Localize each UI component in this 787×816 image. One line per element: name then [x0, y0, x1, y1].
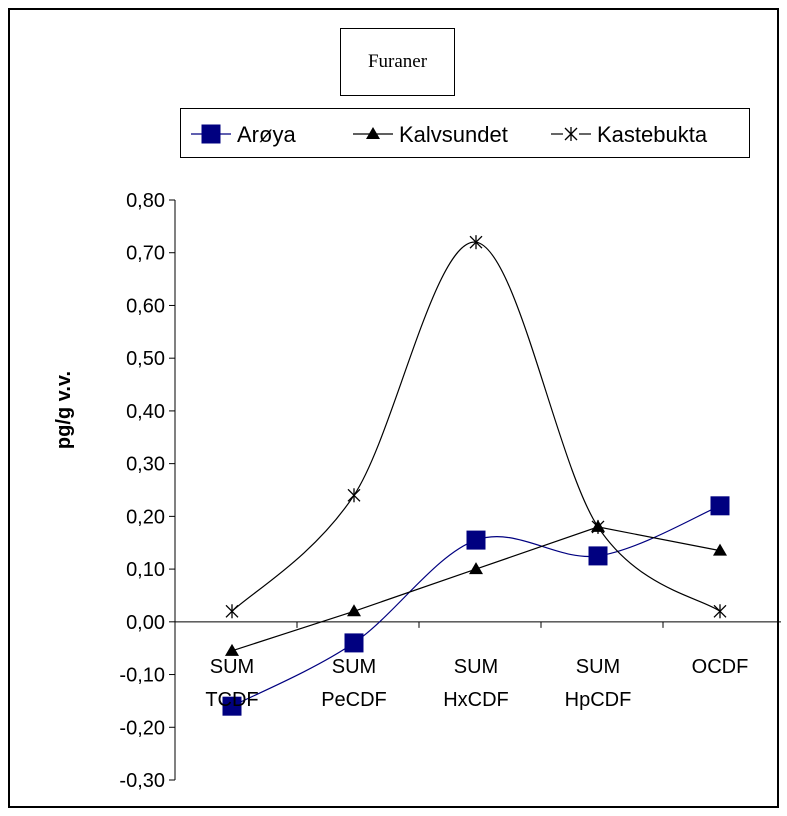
- data-point-ar-ya: [344, 633, 364, 653]
- data-point-kastebukta: [713, 604, 727, 619]
- data-point-kalvsundet: [225, 643, 239, 656]
- axis-labels: 0,80 0,70 0,60 0,50 0,40 0,30 0,20 0,10 0,00 -0,1…: [53, 190, 748, 792]
- chart-title: Furaner: [340, 28, 455, 96]
- legend-svg: Arøya Kalvsundet Kastebukta: [191, 122, 708, 147]
- y-tick-label: 0,10: [126, 559, 165, 581]
- y-tick-label: 0,60: [126, 295, 165, 317]
- legend-marker-ar-ya: [201, 124, 221, 144]
- data-point-kastebukta: [469, 235, 483, 250]
- y-axis-title: pg/g v.v.: [53, 371, 75, 449]
- legend-label-ar-ya: Arøya: [237, 122, 296, 147]
- x-tick-label: HxCDF: [443, 689, 509, 711]
- x-tick-label: TCDF: [205, 689, 258, 711]
- y-tick-label: 0,70: [126, 243, 165, 265]
- data-point-ar-ya: [710, 496, 730, 516]
- axes: [169, 199, 781, 781]
- y-tick-label: -0,20: [119, 717, 165, 739]
- legend-marker-kalvsundet: [366, 127, 380, 139]
- x-tick-label: SUM: [332, 656, 376, 678]
- legend-label-kastebukta: Kastebukta: [597, 122, 708, 147]
- y-tick-label: 0,80: [126, 190, 165, 212]
- x-tick-label: SUM: [210, 656, 254, 678]
- series-lines: [231, 241, 721, 707]
- data-point-kalvsundet: [347, 604, 361, 617]
- data-point-kalvsundet: [713, 543, 727, 556]
- y-tick-label: -0,30: [119, 770, 165, 792]
- data-point-ar-ya: [588, 546, 608, 566]
- legend-marker-kastebukta: [564, 127, 578, 141]
- legend-label-kalvsundet: Kalvsundet: [399, 122, 508, 147]
- data-point-ar-ya: [222, 696, 242, 716]
- x-tick-label: PeCDF: [321, 689, 387, 711]
- data-point-kastebukta: [225, 604, 239, 619]
- data-point-kalvsundet: [469, 562, 483, 575]
- x-tick-label: OCDF: [692, 656, 749, 678]
- y-tick-label: 0,00: [126, 612, 165, 634]
- series-markers: [222, 235, 730, 716]
- y-tick-label: 0,20: [126, 506, 165, 528]
- x-tick-label: SUM: [454, 656, 498, 678]
- x-tick-label: HpCDF: [565, 689, 632, 711]
- data-point-kastebukta: [591, 519, 605, 534]
- x-tick-label: SUM: [576, 656, 620, 678]
- legend: Arøya Kalvsundet Kastebukta: [180, 108, 750, 158]
- data-point-kastebukta: [347, 488, 361, 503]
- y-tick-label: 0,30: [126, 454, 165, 476]
- y-tick-label: 0,40: [126, 401, 165, 423]
- y-tick-label: -0,10: [119, 665, 165, 687]
- data-point-ar-ya: [466, 530, 486, 550]
- y-tick-label: 0,50: [126, 348, 165, 370]
- series-line-kastebukta: [231, 241, 721, 612]
